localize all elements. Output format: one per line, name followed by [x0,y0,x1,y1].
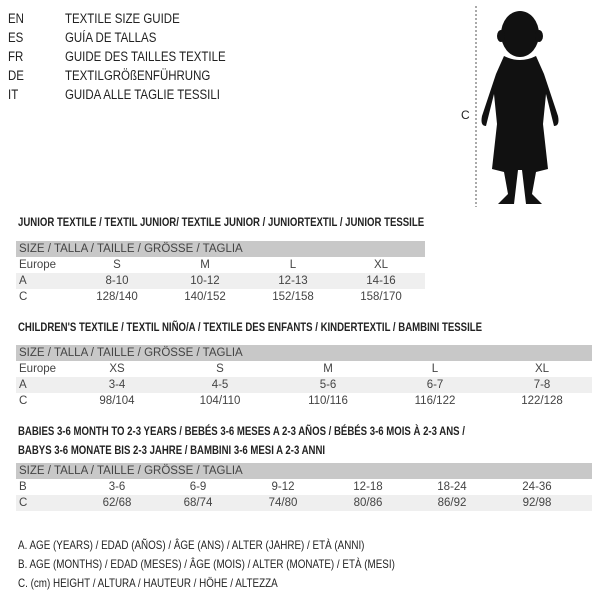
babies-size-table: SIZE / TALLA / TAILLE / GRÖSSE / TAGLIA B… [16,463,592,511]
table-cell: M [323,363,333,375]
language-line: EN TEXTILE SIZE GUIDE [8,9,180,28]
row-label: Europe [19,259,57,271]
table-cell: 68/74 [183,497,213,509]
junior-size-table: SIZE / TALLA / TAILLE / GRÖSSE / TAGLIA E… [16,241,425,305]
babies-title-line2: BABYS 3-6 MONATE BIS 2-3 JAHRE / BAMBINI… [18,443,326,457]
row-label: A [19,275,27,287]
table-cell: 86/92 [437,497,467,509]
table-cell: XS [109,363,125,375]
language-title: GUÍA DE TALLAS [64,30,157,45]
table-cell: XL [373,259,389,271]
row-label: B [19,481,27,493]
table-cell: 6-9 [189,481,207,493]
table-cell: 6-7 [426,379,444,391]
row-label: Europe [19,363,57,375]
table-cell: S [113,259,121,271]
table-row: B 3-6 6-9 9-12 12-18 18-24 24-36 [16,479,592,495]
table-row: A 8-10 10-12 12-13 14-16 [16,273,425,289]
table-cell: XL [534,363,550,375]
language-title: GUIDE DES TAILLES TEXTILE [64,49,226,64]
junior-title: JUNIOR TEXTILE / TEXTIL JUNIOR/ TEXTILE … [18,215,425,229]
table-row: C 128/140 140/152 152/158 158/170 [16,289,425,305]
table-cell: 5-6 [319,379,337,391]
row-label: C [19,497,28,509]
table-row: Europe S M L XL [16,257,425,273]
children-title: CHILDREN'S TEXTILE / TEXTIL NIÑO/A / TEX… [18,320,483,334]
table-row: C 62/68 68/74 74/80 80/86 86/92 92/98 [16,495,592,511]
table-cell: 24-36 [522,481,552,493]
legend-a: A. AGE (YEARS) / EDAD (AÑOS) / ÂGE (ANS)… [18,538,365,552]
table-cell: 14-16 [366,275,396,287]
table-cell: 10-12 [190,275,220,287]
table-cell: 3-4 [108,379,126,391]
table-cell: 4-5 [211,379,229,391]
table-cell: 152/158 [272,291,314,303]
table-cell: 128/140 [96,291,138,303]
table-cell: 92/98 [522,497,552,509]
language-line: IT GUIDA ALLE TAGLIE TESSILI [8,85,220,104]
table-cell: L [289,259,297,271]
language-title: GUIDA ALLE TAGLIE TESSILI [64,87,220,102]
row-label: C [19,395,28,407]
table-cell: 158/170 [360,291,402,303]
table-cell: 9-12 [271,481,295,493]
language-line: ES GUÍA DE TALLAS [8,28,156,47]
child-silhouette-icon [475,6,559,207]
babies-title-line1: BABIES 3-6 MONTH TO 2-3 YEARS / BEBÉS 3-… [18,424,465,438]
language-code: FR [8,49,24,64]
table-header: SIZE / TALLA / TAILLE / GRÖSSE / TAGLIA [16,463,592,479]
language-code: EN [8,11,24,26]
language-title: TEXTILGRÖßENFÜHRUNG [64,68,211,83]
table-header: SIZE / TALLA / TAILLE / GRÖSSE / TAGLIA [16,345,592,361]
table-cell: M [200,259,210,271]
table-cell: S [216,363,224,375]
table-row: Europe XS S M L XL [16,361,592,377]
table-cell: 140/152 [184,291,226,303]
table-cell: 7-8 [533,379,551,391]
table-cell: 62/68 [102,497,132,509]
language-code: IT [8,87,19,102]
table-cell: 98/104 [99,395,135,407]
table-row: A 3-4 4-5 5-6 6-7 7-8 [16,377,592,393]
language-title: TEXTILE SIZE GUIDE [64,11,180,26]
table-cell: 8-10 [105,275,129,287]
table-row: C 98/104 104/110 110/116 116/122 122/128 [16,393,592,409]
row-label: A [19,379,27,391]
table-cell: 12-13 [278,275,308,287]
table-cell: 110/116 [308,395,348,407]
children-size-table: SIZE / TALLA / TAILLE / GRÖSSE / TAGLIA E… [16,345,592,409]
row-label: C [19,291,28,303]
table-header: SIZE / TALLA / TAILLE / GRÖSSE / TAGLIA [16,241,425,257]
table-cell: 80/86 [353,497,383,509]
table-cell: L [431,363,439,375]
legend-b: B. AGE (MONTHS) / EDAD (MESES) / ÂGE (MO… [18,557,395,571]
language-code: ES [8,30,24,45]
table-cell: 116/122 [414,395,456,407]
language-line: FR GUIDE DES TAILLES TEXTILE [8,47,226,66]
table-cell: 122/128 [521,395,563,407]
height-label: C [461,108,470,122]
legend-c: C. (cm) HEIGHT / ALTURA / HAUTEUR / HÖHE… [18,576,278,590]
language-line: DE TEXTILGRÖßENFÜHRUNG [8,66,210,85]
language-code: DE [8,68,24,83]
table-cell: 3-6 [108,481,126,493]
table-cell: 12-18 [353,481,383,493]
table-cell: 18-24 [437,481,467,493]
table-cell: 104/110 [199,395,241,407]
table-cell: 74/80 [268,497,298,509]
